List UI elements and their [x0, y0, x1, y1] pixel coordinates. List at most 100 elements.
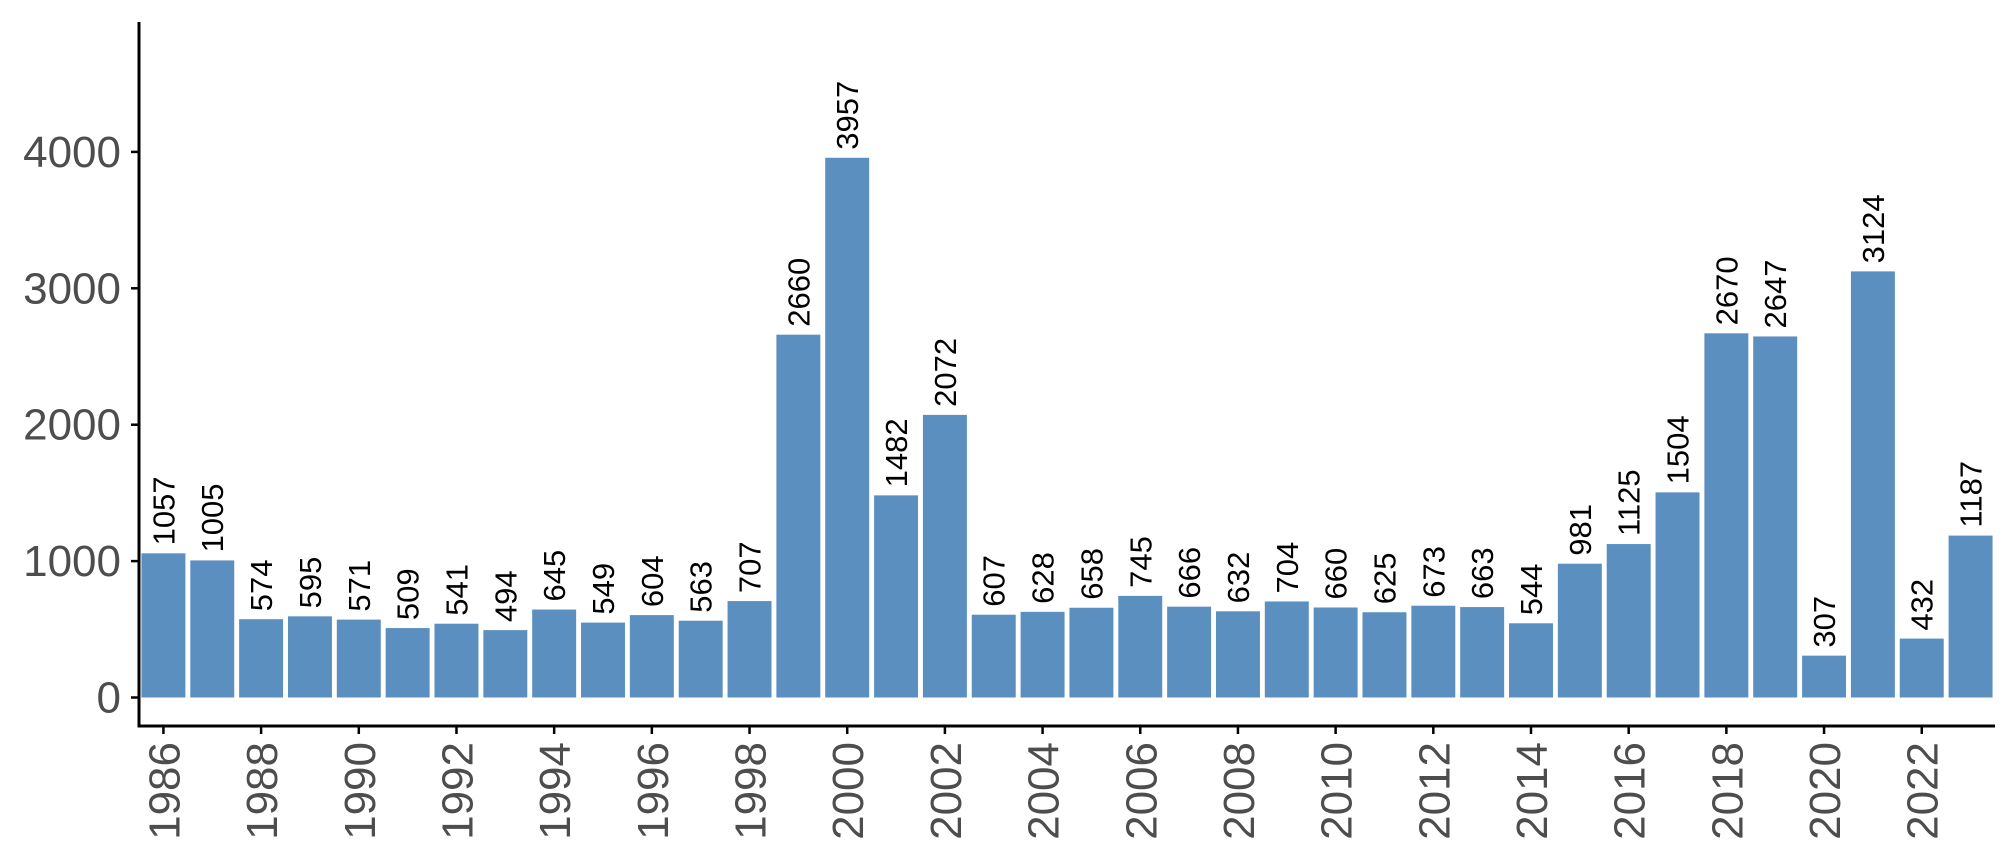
y-tick-label-1000: 1000: [23, 537, 121, 586]
bar-2021: [1850, 271, 1895, 698]
data-label-1992: 541: [439, 564, 474, 616]
bar-1992: [434, 623, 479, 698]
data-labels-group: 1057 1005 574 595 571 509 541 494 645 549 604 563 70…: [146, 81, 1988, 648]
bar-1996: [629, 615, 674, 698]
bar-1997: [678, 620, 723, 698]
bar-2018: [1704, 333, 1749, 698]
bar-2020: [1802, 655, 1847, 698]
data-label-2022: 432: [1905, 579, 1940, 631]
x-tick-label-2012: 2012: [1410, 742, 1459, 840]
data-label-1998: 707: [733, 541, 768, 593]
x-tick-label-2018: 2018: [1703, 742, 1752, 840]
data-label-1991: 509: [391, 568, 426, 620]
data-label-2015: 981: [1563, 504, 1598, 556]
bar-2019: [1753, 336, 1798, 698]
data-label-1996: 604: [635, 555, 670, 607]
data-label-2018: 2670: [1709, 256, 1744, 325]
data-label-2023: 1187: [1954, 461, 1989, 528]
bar-2000: [825, 157, 870, 698]
bar-2013: [1460, 607, 1505, 698]
x-axis-ticks: 1986 1988 1990 1992 1994 1996 1998 2000 2002 2004…: [140, 726, 1948, 840]
y-tick-label-3000: 3000: [23, 264, 121, 313]
data-label-2008: 632: [1221, 552, 1256, 604]
x-tick-label-2014: 2014: [1508, 742, 1557, 840]
x-tick-label-2020: 2020: [1801, 742, 1850, 840]
bar-2001: [874, 495, 919, 698]
data-label-1990: 571: [342, 560, 377, 612]
data-label-1993: 494: [488, 570, 523, 622]
data-label-2001: 1482: [879, 418, 914, 487]
y-tick-label-4000: 4000: [23, 128, 121, 177]
bar-2003: [971, 614, 1016, 698]
data-label-1989: 595: [293, 557, 328, 609]
data-label-2002: 2072: [928, 338, 963, 407]
bar-2004: [1020, 611, 1065, 698]
x-tick-label-1994: 1994: [531, 742, 580, 840]
x-tick-label-1996: 1996: [629, 742, 678, 840]
bar-1986: [141, 553, 186, 698]
data-label-2013: 663: [1465, 547, 1500, 599]
x-tick-label-2010: 2010: [1313, 742, 1362, 840]
data-label-1997: 563: [684, 561, 719, 613]
data-label-2012: 673: [1416, 546, 1451, 598]
data-label-2021: 3124: [1856, 194, 1891, 263]
bar-2014: [1509, 623, 1553, 698]
bar-2009: [1264, 601, 1309, 698]
data-label-2020: 307: [1807, 596, 1842, 648]
bar-1988: [239, 619, 284, 698]
data-label-2006: 745: [1123, 536, 1158, 588]
x-tick-label-2016: 2016: [1606, 742, 1655, 840]
data-label-2000: 3957: [830, 81, 865, 150]
data-label-1999: 2660: [781, 258, 816, 327]
bar-2015: [1557, 563, 1602, 698]
y-axis-ticks: 0 1000 2000 3000 4000: [23, 128, 139, 723]
data-label-1995: 549: [586, 563, 621, 615]
data-label-1986: 1057: [146, 476, 181, 545]
data-label-2014: 544: [1514, 564, 1549, 616]
x-tick-label-2008: 2008: [1215, 742, 1264, 840]
x-tick-label-2002: 2002: [922, 742, 971, 840]
data-label-2017: 1504: [1661, 415, 1696, 484]
y-tick-label-0: 0: [97, 674, 121, 723]
x-tick-label-2004: 2004: [1020, 742, 1069, 840]
data-label-2011: 625: [1367, 553, 1402, 605]
x-tick-label-2000: 2000: [824, 742, 873, 840]
bar-2008: [1215, 611, 1260, 698]
bar-1990: [336, 619, 381, 698]
bar-2023: [1948, 535, 1993, 698]
bar-1994: [532, 609, 577, 698]
data-label-2005: 658: [1074, 548, 1109, 600]
data-label-2010: 660: [1319, 548, 1354, 600]
data-label-1987: 1005: [195, 483, 230, 552]
bar-2022: [1899, 638, 1944, 698]
data-label-2016: 1125: [1612, 469, 1647, 536]
bars-group: [141, 157, 1993, 698]
bar-2006: [1118, 595, 1163, 698]
x-tick-label-1988: 1988: [238, 742, 287, 840]
bar-1987: [190, 560, 235, 698]
data-label-2004: 628: [1026, 552, 1061, 604]
bar-2005: [1069, 607, 1114, 698]
data-label-1994: 645: [537, 550, 572, 602]
data-label-1988: 574: [244, 559, 279, 611]
x-tick-label-2006: 2006: [1117, 742, 1166, 840]
bar-1998: [727, 601, 772, 698]
y-tick-label-2000: 2000: [23, 401, 121, 450]
bar-1993: [483, 630, 528, 698]
data-label-2019: 2647: [1758, 259, 1793, 328]
data-label-2007: 666: [1172, 547, 1207, 599]
bar-2007: [1167, 606, 1212, 698]
data-label-2009: 704: [1270, 542, 1305, 594]
x-tick-label-1990: 1990: [336, 742, 385, 840]
bar-2010: [1313, 607, 1358, 698]
bar-2012: [1411, 605, 1456, 698]
bar-1999: [776, 334, 821, 698]
bar-1995: [581, 622, 625, 698]
data-label-2003: 607: [977, 555, 1012, 607]
bar-2011: [1362, 612, 1407, 698]
x-tick-label-1992: 1992: [433, 742, 482, 840]
bar-1989: [287, 616, 332, 698]
x-tick-label-1986: 1986: [140, 742, 189, 840]
bar-2017: [1655, 492, 1700, 698]
